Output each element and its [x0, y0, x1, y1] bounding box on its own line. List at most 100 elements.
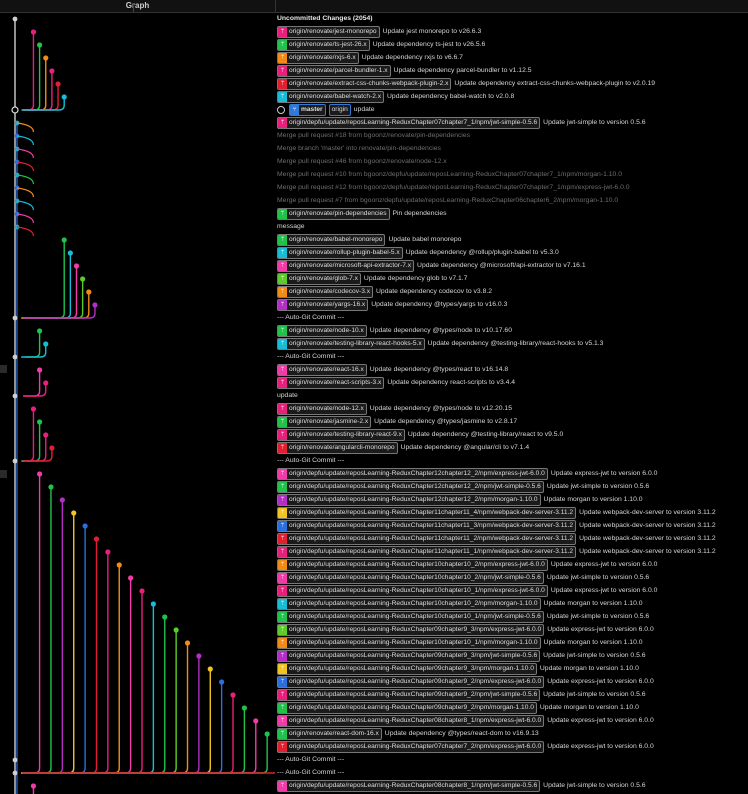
column-divider[interactable] [133, 4, 134, 12]
branch-badge[interactable]: ᛘ origin/depfu/update/reposLearning-Redux… [277, 688, 541, 701]
branch-badge[interactable]: ᛘ origin/depfu/update/reposLearning-Redux… [277, 519, 577, 532]
branch-badge[interactable]: ᛘ origin/renovate/rxjs-6.x [277, 51, 359, 64]
branch-badge[interactable]: ᛘ origin/renovate/parcel-bundler-1.x [277, 64, 391, 77]
commit-row[interactable]: ᛘ origin/depfu/update/reposLearning-Redux… [277, 493, 643, 506]
branch-badge[interactable]: ᛘ origin/depfu/update/reposLearning-Redux… [277, 675, 545, 688]
branch-badge[interactable]: ᛘ origin/renovate/react-scripts-3.x [277, 376, 385, 389]
commit-row[interactable]: ᛘ origin/renovate/react-dom-16.x Update de… [277, 727, 539, 740]
branch-badge[interactable]: ᛘ origin/depfu/update/reposLearning-Redux… [277, 506, 577, 519]
commit-row[interactable]: ᛘ origin/renovate/jest-monorepo Update jes… [277, 25, 481, 38]
commit-row[interactable]: ᛘ origin/depfu/update/reposLearning-Redux… [277, 116, 646, 129]
branch-badge[interactable]: ᛘ origin/depfu/update/reposLearning-Redux… [277, 493, 541, 506]
commit-row[interactable]: ᛘ origin/renovate/node-10.x Update depende… [277, 324, 512, 337]
commit-row[interactable]: Merge pull request #46 from bgoonz/renov… [277, 155, 447, 168]
branch-badge[interactable]: ᛘ origin/depfu/update/reposLearning-Redux… [277, 649, 541, 662]
commit-row[interactable]: update [277, 389, 298, 402]
commit-row[interactable]: ᛘ origin/renovate/react-16.x Update depend… [277, 363, 508, 376]
branch-badge[interactable]: ᛘ origin/renovate/yargs-16.x [277, 298, 369, 311]
branch-badge[interactable]: ᛘ origin/renovate/codecov-3.x [277, 285, 374, 298]
branch-badge[interactable]: ᛘ origin/depfu/update/reposLearning-Redux… [277, 558, 548, 571]
branch-badge[interactable]: ᛘ origin/renovate/babel-monorepo [277, 233, 386, 246]
branch-badge[interactable]: ᛘ origin/depfu/update/reposLearning-Redux… [277, 584, 548, 597]
commit-row[interactable]: Merge branch 'master' into renovate/pin-… [277, 142, 441, 155]
commit-row[interactable]: ᛘ origin/depfu/update/reposLearning-Redux… [277, 545, 716, 558]
branch-badge[interactable]: ᛘ origin/depfu/update/reposLearning-Redux… [277, 740, 545, 753]
commit-row[interactable]: --- Auto-Git Commit --- [277, 350, 344, 363]
branch-badge[interactable]: ᛘ origin/depfu/update/reposLearning-Redux… [277, 636, 541, 649]
commit-row[interactable]: ᛘ origin/depfu/update/reposLearning-Redux… [277, 675, 654, 688]
commit-row[interactable]: ᛘ origin/depfu/update/reposLearning-Redux… [277, 779, 646, 792]
commit-row[interactable]: message [277, 220, 305, 233]
branch-badge[interactable]: ᛘ origin/renovate/pin-dependencies [277, 207, 390, 220]
commit-row[interactable]: ᛘ origin/depfu/update/reposLearning-Redux… [277, 610, 649, 623]
branch-badge[interactable]: ᛘ origin/depfu/update/reposLearning-Redux… [277, 116, 541, 129]
branch-badge[interactable]: ᛘ origin/renovate/rollup-plugin-babel-5.x [277, 246, 403, 259]
commit-row[interactable]: ᛘ origin/renovate/ts-jest-26.x Update depe… [277, 38, 485, 51]
branch-badge[interactable]: ᛘ origin/renovate/extract-css-chunks-webp… [277, 77, 452, 90]
commit-row[interactable]: ᛘ origin/renovate/codecov-3.x Update depen… [277, 285, 492, 298]
commit-row[interactable]: ᛘ origin/renovate/extract-css-chunks-webp… [277, 77, 655, 90]
commit-row[interactable]: ᛘ origin/depfu/update/reposLearning-Redux… [277, 688, 646, 701]
branch-badge[interactable]: ᛘ origin/depfu/update/reposLearning-Redux… [277, 623, 545, 636]
branch-badge[interactable]: ᛘ origin/renovate/babel-watch-2.x [277, 90, 384, 103]
commit-row[interactable]: ᛘ origin/depfu/update/reposLearning-Redux… [277, 506, 716, 519]
commit-row[interactable]: --- Auto-Git Commit --- [277, 454, 344, 467]
commit-row[interactable]: ᛘ origin/depfu/update/reposLearning-Redux… [277, 467, 657, 480]
branch-badge[interactable]: ᛘ origin/renovate/jest-monorepo [277, 25, 380, 38]
branch-badge[interactable]: ᛘ origin/renovate/testing-library-react-9… [277, 428, 405, 441]
commit-row[interactable]: Merge pull request #10 from bgoonz/depfu… [277, 168, 622, 181]
branch-badge[interactable]: ᛘ origin/depfu/update/reposLearning-Redux… [277, 545, 577, 558]
commit-row[interactable]: ᛘ origin/depfu/update/reposLearning-Redux… [277, 714, 654, 727]
commit-row[interactable]: ᛘ origin/renovate/microsoft-api-extractor… [277, 259, 586, 272]
branch-badge[interactable]: ᛘ origin/renovate/node-12.x [277, 402, 367, 415]
branch-badge[interactable]: ᛘ origin/depfu/update/reposLearning-Redux… [277, 571, 544, 584]
branch-badge[interactable]: ᛘ origin/renovate/microsoft-api-extractor… [277, 259, 415, 272]
commit-row[interactable]: ᛘ origin/depfu/update/reposLearning-Redux… [277, 649, 646, 662]
commit-row[interactable]: ᛘ origin/depfu/update/reposLearning-Redux… [277, 480, 649, 493]
branch-badge[interactable]: ᛘ origin/depfu/update/reposLearning-Redux… [277, 480, 544, 493]
branch-badge[interactable]: ᛘ origin/renovate/react-dom-16.x [277, 727, 382, 740]
commit-row[interactable]: ᛘ origin/renovate/babel-monorepo Update ba… [277, 233, 461, 246]
commit-row[interactable]: ᛘ origin/renovate/react-scripts-3.x Update… [277, 376, 515, 389]
branch-badge[interactable]: ᛘ origin/renovate/jasmine-2.x [277, 415, 372, 428]
branch-badge[interactable]: ᛘ origin/depfu/update/reposLearning-Redux… [277, 662, 537, 675]
branch-badge[interactable]: ⑂ master [289, 103, 326, 116]
branch-badge[interactable]: ᛘ origin/depfu/update/reposLearning-Redux… [277, 597, 541, 610]
branch-badge[interactable]: ᛘ origin/depfu/update/reposLearning-Redux… [277, 779, 541, 792]
branch-badge[interactable]: ᛘ origin/renovate/react-16.x [277, 363, 367, 376]
commit-row[interactable]: ᛘ origin/renovate/jasmine-2.x Update depen… [277, 415, 517, 428]
commit-row[interactable]: ᛘ origin/depfu/update/reposLearning-Redux… [277, 571, 649, 584]
remote-badge[interactable]: origin [328, 103, 351, 116]
branch-badge[interactable]: ᛘ origin/depfu/update/reposLearning-Redux… [277, 714, 545, 727]
commit-row[interactable]: --- Auto-Git Commit --- [277, 311, 344, 324]
commit-row[interactable]: ᛘ origin/depfu/update/reposLearning-Redux… [277, 519, 716, 532]
commit-row[interactable]: ᛘ origin/renovate/node-12.x Update depende… [277, 402, 512, 415]
commit-row[interactable]: ᛘ origin/renovate/testing-library-react-h… [277, 337, 603, 350]
graph-column-header[interactable]: Graph [0, 0, 276, 12]
commit-row[interactable]: --- Auto-Git Commit --- [277, 766, 344, 779]
commit-row[interactable]: ᛘ origin/renovate/angularcli-monorepo Upda… [277, 441, 529, 454]
branch-badge[interactable]: ᛘ origin/renovate/glob-7.x [277, 272, 361, 285]
commit-row[interactable]: Merge pull request #7 from bgoonz/depfu/… [277, 194, 618, 207]
commit-row[interactable]: ᛘ origin/depfu/update/reposLearning-Redux… [277, 597, 643, 610]
commit-row[interactable]: Uncommitted Changes (2054) [277, 12, 373, 25]
branch-badge[interactable]: ᛘ origin/renovate/testing-library-react-h… [277, 337, 425, 350]
branch-badge[interactable]: ᛘ origin/renovate/angularcli-monorepo [277, 441, 398, 454]
commit-row[interactable]: ᛘ origin/depfu/update/reposLearning-Redux… [277, 701, 639, 714]
commit-row[interactable]: ᛘ origin/depfu/update/reposLearning-Redux… [277, 558, 657, 571]
commit-row[interactable]: ᛘ origin/depfu/update/reposLearning-Redux… [277, 584, 657, 597]
commit-row[interactable]: ᛘ origin/renovate/yargs-16.x Update depend… [277, 298, 507, 311]
commit-row[interactable]: ᛘ origin/renovate/glob-7.x Update dependen… [277, 272, 467, 285]
commit-row[interactable]: Merge pull request #12 from bgoonz/depfu… [277, 181, 630, 194]
commit-row[interactable]: ᛘ origin/renovate/parcel-bundler-1.x Updat… [277, 64, 532, 77]
commit-row[interactable]: ᛘ origin/depfu/update/reposLearning-Redux… [277, 662, 639, 675]
branch-badge[interactable]: ᛘ origin/depfu/update/reposLearning-Redux… [277, 532, 577, 545]
commit-row[interactable]: ᛘ origin/renovate/rxjs-6.x Update dependen… [277, 51, 463, 64]
commit-row[interactable]: ᛘ origin/renovate/testing-library-react-9… [277, 428, 563, 441]
branch-badge[interactable]: ᛘ origin/depfu/update/reposLearning-Redux… [277, 467, 548, 480]
branch-badge[interactable]: ᛘ origin/depfu/update/reposLearning-Redux… [277, 701, 537, 714]
commit-row[interactable]: ⑂ master origin update [277, 103, 375, 116]
branch-badge[interactable]: ᛘ origin/depfu/update/reposLearning-Redux… [277, 610, 544, 623]
commit-row[interactable]: ᛘ origin/renovate/rollup-plugin-babel-5.x… [277, 246, 559, 259]
commit-row[interactable]: ᛘ origin/depfu/update/reposLearning-Redux… [277, 623, 654, 636]
